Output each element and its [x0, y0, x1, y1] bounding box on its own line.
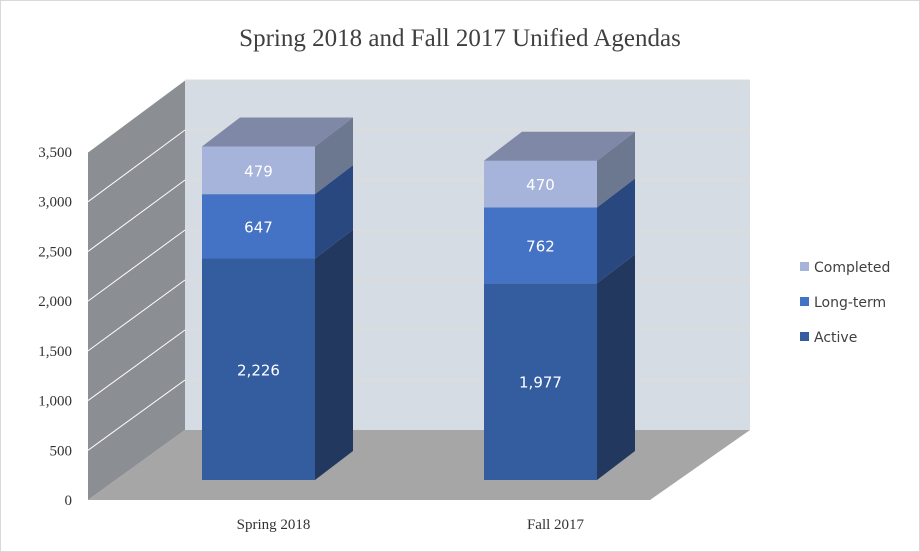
gridline-side	[87, 379, 186, 451]
x-category-label: Fall 2017	[527, 517, 585, 533]
legend-label: Active	[814, 330, 857, 346]
data-label: 2,226	[237, 361, 280, 379]
y-tick-label: 500	[50, 443, 73, 459]
side-wall	[88, 80, 185, 500]
bar-segment-long-term	[484, 207, 597, 284]
bar-segment-completed	[202, 146, 315, 195]
bar-side-long-term	[315, 165, 353, 259]
bar-side-completed	[315, 117, 353, 195]
data-label: 470	[526, 176, 555, 194]
floor	[88, 430, 750, 500]
x-category-label: Spring 2018	[237, 517, 311, 533]
bar-side-completed	[597, 131, 635, 208]
data-label: 479	[244, 162, 273, 180]
bar-top	[202, 117, 353, 147]
gridline-side	[87, 229, 186, 302]
chart-title: Spring 2018 and Fall 2017 Unified Agenda…	[239, 25, 681, 52]
bar-side-long-term	[597, 178, 635, 284]
y-tick-label: 3,500	[38, 145, 72, 161]
legend-label: Long-term	[814, 295, 886, 311]
gridline-side	[87, 129, 186, 203]
data-label: 1,977	[519, 374, 562, 392]
gridline-side	[87, 279, 186, 352]
gridline-side	[87, 329, 186, 401]
data-label: 647	[244, 218, 273, 236]
gridline-side	[87, 79, 186, 153]
y-tick-label: 0	[65, 493, 73, 509]
bar-top	[484, 131, 635, 161]
bar-segment-active	[484, 283, 597, 480]
y-tick-label: 2,000	[38, 294, 72, 310]
legend-swatch	[800, 297, 809, 306]
y-tick-label: 2,500	[38, 244, 72, 260]
data-label: 762	[526, 237, 555, 255]
y-tick-label: 1,500	[38, 344, 72, 360]
legend-swatch	[800, 332, 809, 341]
bar-segment-long-term	[202, 194, 315, 259]
gridline-side	[87, 179, 186, 252]
bar-side-active	[597, 254, 635, 480]
bar-segment-active	[202, 258, 315, 480]
y-tick-label: 1,000	[38, 394, 72, 410]
legend-swatch	[800, 262, 809, 271]
legend-label: Completed	[814, 260, 890, 276]
y-tick-label: 3,000	[38, 195, 72, 211]
bar-side-active	[315, 229, 353, 480]
bar-segment-completed	[484, 160, 597, 208]
